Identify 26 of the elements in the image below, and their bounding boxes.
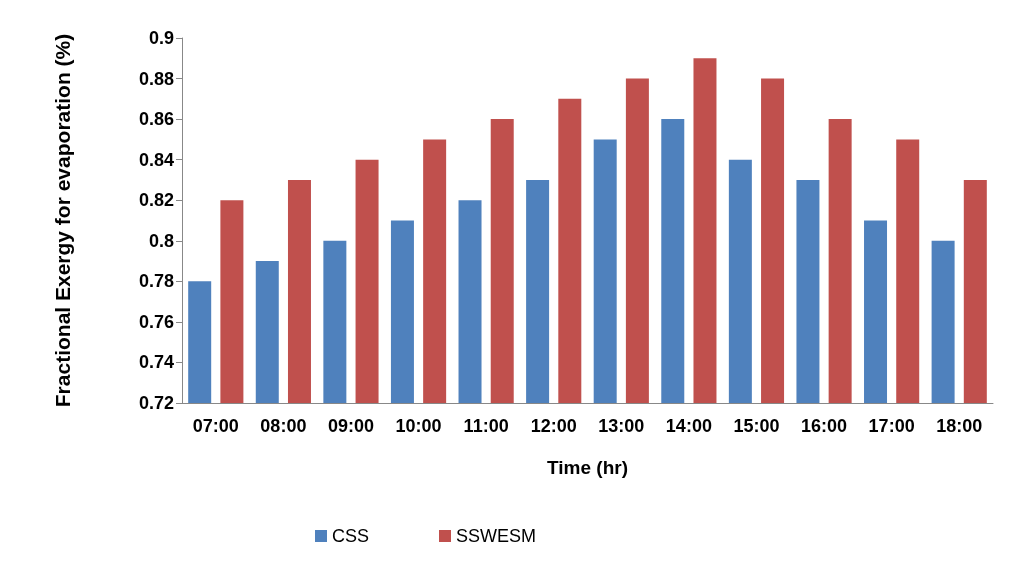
- y-tick-label: 0.88: [138, 68, 174, 89]
- x-tick-label: 18:00: [936, 416, 983, 436]
- y-tick-label: 0.76: [138, 311, 174, 332]
- x-tick-label: 10:00: [395, 416, 442, 436]
- legend-label: CSS: [332, 526, 370, 546]
- y-tick-label: 0.82: [138, 190, 174, 211]
- y-tick-label: 0.72: [138, 393, 174, 413]
- x-tick-label: 17:00: [868, 416, 915, 436]
- legend-label: SSWESM: [456, 526, 537, 546]
- y-tick-label: 0.84: [138, 149, 174, 170]
- y-tick-label: 0.74: [138, 352, 174, 373]
- y-tick-label: 0.8: [148, 230, 174, 251]
- x-tick-label: 15:00: [733, 416, 780, 436]
- x-tick-label: 16:00: [801, 416, 848, 436]
- x-tick-label: 07:00: [192, 416, 239, 436]
- x-tick-label: 08:00: [260, 416, 307, 436]
- y-axis-title: Fractional Exergy for evaporation (%): [50, 33, 74, 408]
- y-tick-label: 0.9: [148, 28, 174, 48]
- x-tick-label: 09:00: [327, 416, 374, 436]
- x-axis-title: Time (hr): [547, 457, 628, 478]
- x-tick-label: 14:00: [665, 416, 712, 436]
- x-tick-label: 13:00: [598, 416, 645, 436]
- x-tick-label: 12:00: [530, 416, 577, 436]
- y-tick-label: 0.86: [138, 109, 174, 130]
- x-tick-label: 11:00: [463, 416, 509, 436]
- y-tick-label: 0.78: [138, 271, 174, 292]
